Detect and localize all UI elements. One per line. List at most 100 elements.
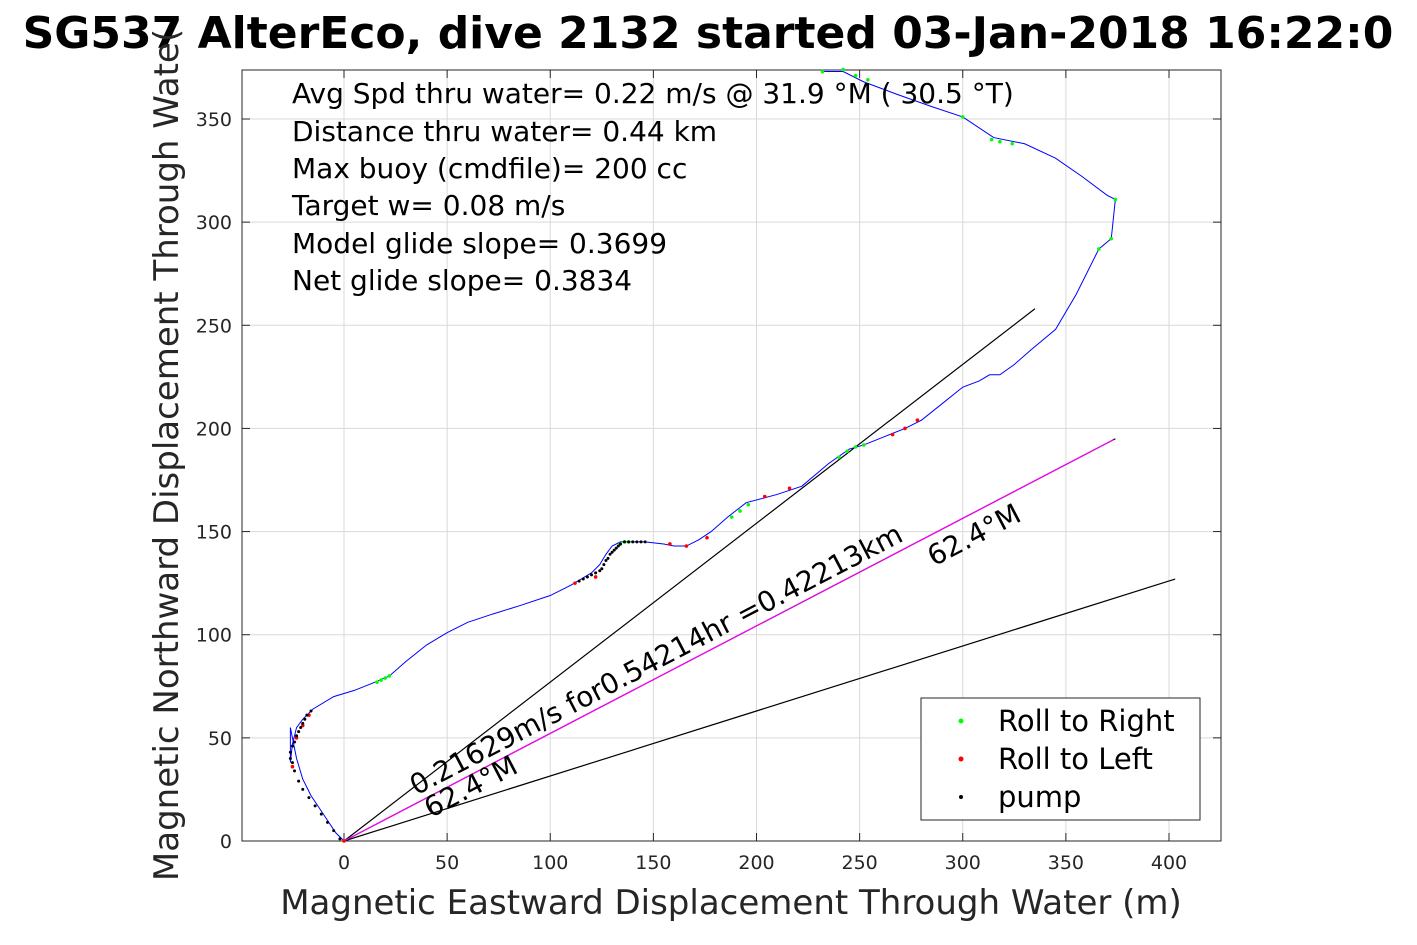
roll-left-point <box>668 542 672 546</box>
y-tick-label: 250 <box>196 315 232 337</box>
y-tick-label: 100 <box>196 625 232 647</box>
plot-data <box>288 67 1176 843</box>
x-tick-label: 0 <box>338 852 350 874</box>
pump-point <box>297 730 301 734</box>
pump-point <box>590 573 593 577</box>
pump-point <box>594 571 598 575</box>
pump-point <box>639 540 643 544</box>
y-axis-label: Magnetic Northward Displacement Through … <box>147 29 187 881</box>
pump-point <box>288 750 292 754</box>
legend-box <box>920 697 1201 821</box>
pump-point <box>332 829 336 833</box>
roll-left-point <box>787 486 792 491</box>
reference-line <box>343 308 1036 842</box>
roll-right-point <box>375 680 379 684</box>
pump-point <box>295 734 299 738</box>
axes-frame <box>241 69 1222 842</box>
info-text-block: Avg Spd thru water= 0.22 m/s @ 31.9 °M (… <box>291 77 1014 297</box>
pump-point <box>608 552 612 556</box>
pump-point <box>297 779 301 783</box>
pump-point <box>293 769 296 773</box>
roll-left-point <box>890 432 895 437</box>
x-tick-label: 150 <box>635 852 671 874</box>
x-tick-label: 300 <box>945 852 981 874</box>
roll-left-point <box>903 426 907 431</box>
pump-point <box>635 540 639 544</box>
legend-marker-roll-right <box>958 718 964 724</box>
roll-right-point <box>960 115 965 119</box>
roll-right-point <box>820 69 825 74</box>
roll-right-point <box>379 678 383 682</box>
info-line-net-glide: Net glide slope= 0.3834 <box>292 264 632 297</box>
roll-left-point <box>593 575 598 579</box>
y-tick-label: 200 <box>196 418 232 440</box>
legend: Roll to Right Roll to Left pump <box>920 697 1201 821</box>
roll-right-point <box>1010 141 1015 146</box>
x-tick-label: 50 <box>435 852 459 874</box>
y-tick-label: 350 <box>196 109 232 131</box>
pump-point <box>326 820 329 824</box>
roll-right-point <box>998 139 1002 144</box>
pump-point <box>301 787 305 791</box>
roll-right-point <box>837 455 841 460</box>
y-tick-label: 0 <box>220 831 232 853</box>
pump-point <box>627 540 631 544</box>
pump-point <box>303 717 307 721</box>
x-tick-label: 400 <box>1151 852 1187 874</box>
info-line-target-w: Target w= 0.08 m/s <box>291 189 565 222</box>
legend-label-roll-right: Roll to Right <box>998 704 1175 738</box>
pump-point <box>623 540 626 544</box>
pump-point <box>338 837 342 841</box>
roll-right-point <box>866 78 870 82</box>
pump-point <box>631 540 635 544</box>
pump-point <box>618 542 622 546</box>
y-tick-label: 50 <box>208 728 232 750</box>
info-line-avg-speed: Avg Spd thru water= 0.22 m/s @ 31.9 °M (… <box>292 77 1014 110</box>
pump-point <box>602 563 606 567</box>
roll-left-point <box>684 544 689 548</box>
roll-right-point <box>729 515 734 519</box>
pump-point <box>610 550 614 554</box>
roll-left-point <box>705 535 709 540</box>
pump-point <box>309 709 313 713</box>
roll-left-point <box>915 418 920 422</box>
roll-right-point <box>989 137 994 142</box>
pump-point <box>598 569 602 573</box>
roll-right-point <box>1113 197 1118 202</box>
info-line-distance: Distance thru water= 0.44 km <box>292 115 717 148</box>
pump-point <box>643 540 647 544</box>
roll-right-point <box>738 509 742 513</box>
info-line-model-glide: Model glide slope= 0.3699 <box>292 227 667 260</box>
pump-point <box>600 567 604 571</box>
x-tick-label: 100 <box>532 852 568 874</box>
pump-point <box>606 556 610 560</box>
legend-marker-roll-left <box>958 756 964 762</box>
pump-point <box>581 577 585 581</box>
y-tick-label: 150 <box>196 522 232 544</box>
pump-point <box>290 761 294 765</box>
roll-left-point <box>762 494 767 499</box>
pump-point <box>290 744 294 748</box>
legend-marker-pump <box>959 795 963 799</box>
pump-point <box>305 713 309 717</box>
x-tick-label: 200 <box>738 852 774 874</box>
roll-right-point <box>853 445 858 449</box>
roll-right-point <box>845 449 850 453</box>
roll-right-point <box>383 676 388 680</box>
roll-right-point <box>861 443 866 447</box>
roll-left-point <box>290 764 295 769</box>
x-axis-label: Magnetic Eastward Displacement Through W… <box>280 883 1182 923</box>
roll-left-point <box>342 839 346 843</box>
legend-label-pump: pump <box>998 780 1081 814</box>
pump-point <box>585 575 589 579</box>
pump-point <box>301 721 305 725</box>
pump-point <box>577 579 581 583</box>
pump-point <box>293 740 296 744</box>
pump-point <box>614 546 618 550</box>
roll-right-point <box>387 674 392 678</box>
ticks: 0 50 100 150 200 250 300 350 400 0 50 100 150 200 250 3… <box>196 70 1221 874</box>
pump-point <box>313 804 317 808</box>
roll-right-point <box>1097 247 1101 251</box>
x-tick-label: 350 <box>1048 852 1084 874</box>
